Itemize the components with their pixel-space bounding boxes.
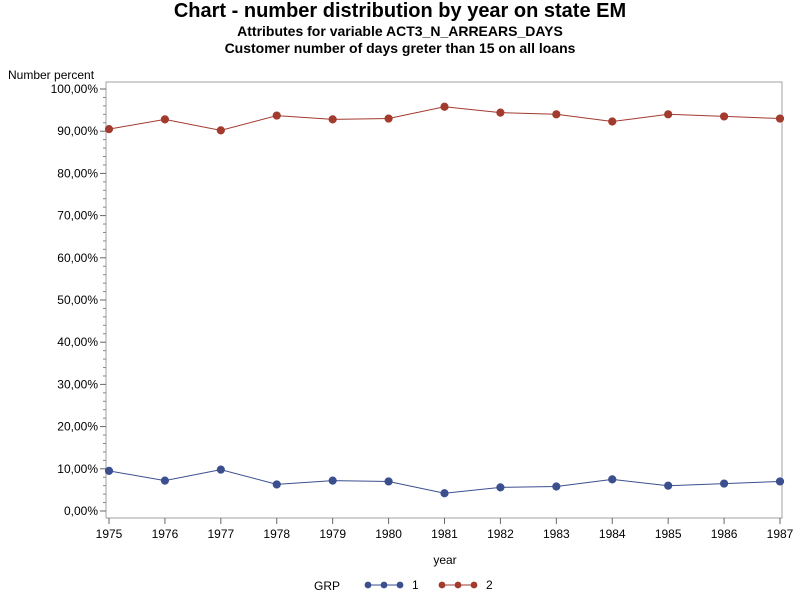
plot-area (105, 81, 783, 519)
x-tick-label: 1987 (767, 527, 794, 541)
legend-series-1-marker (380, 581, 388, 589)
series-2-point (160, 115, 170, 124)
series-1-point (608, 475, 617, 484)
x-tick-label: 1979 (319, 527, 346, 541)
y-tick-label: 60,00% (57, 251, 98, 265)
series-2-point (664, 110, 673, 119)
chart-subtitle-2: Customer number of days greter than 15 o… (224, 40, 576, 56)
legend-series-2-label: 2 (486, 578, 493, 592)
x-tick-label: 1977 (207, 527, 234, 541)
series-2-point (216, 126, 225, 135)
legend-series-2-marker (454, 581, 462, 589)
series-1-point (216, 465, 225, 474)
x-tick-label: 1986 (711, 527, 738, 541)
series-2-point (384, 114, 393, 123)
x-tick-label: 1978 (263, 527, 290, 541)
x-axis-label: year (433, 553, 456, 567)
series-2-point (719, 112, 729, 121)
y-tick-label: 80,00% (57, 166, 98, 180)
x-tick-label: 1985 (655, 527, 682, 541)
x-tick-label: 1976 (152, 527, 179, 541)
series-1-point (775, 477, 785, 486)
series-1-point (384, 477, 393, 486)
x-tick-label: 1984 (599, 527, 626, 541)
y-tick-label: 20,00% (57, 420, 98, 434)
series-layer (104, 102, 785, 498)
series-2-point (440, 102, 449, 111)
series-2-point (775, 114, 785, 123)
series-1-point (719, 479, 729, 488)
x-tick-label: 1980 (375, 527, 402, 541)
y-tick-label: 100,00% (51, 82, 99, 96)
series-1-point (440, 489, 449, 498)
x-axis: 1975 1976 1977 1978 1979 1980 1981 1982 1983 1984… (96, 518, 794, 541)
series-2-point (608, 117, 617, 126)
series-1-point (272, 480, 281, 489)
legend-series-2-marker (438, 581, 446, 589)
series-2-point (552, 110, 561, 119)
series-1-point (664, 481, 673, 490)
series-2-point (104, 124, 114, 134)
series-1-point (160, 476, 170, 485)
series-2-point (496, 108, 505, 117)
y-tick-label: 10,00% (57, 462, 98, 476)
series-1-point (552, 482, 561, 491)
legend-title: GRP (314, 579, 340, 593)
legend-series-1-label: 1 (412, 578, 419, 592)
chart-subtitle-1: Attributes for variable ACT3_N_ARREARS_D… (237, 23, 563, 39)
y-axis-label: Number percent (8, 68, 95, 82)
y-tick-label: 40,00% (57, 335, 98, 349)
legend-series-2-marker (470, 581, 478, 589)
x-tick-label: 1975 (96, 527, 123, 541)
y-tick-label: 90,00% (57, 124, 98, 138)
series-1-point (496, 483, 505, 492)
y-tick-label: 0,00% (64, 504, 98, 518)
series-2-point (328, 115, 337, 124)
y-tick-label: 50,00% (57, 293, 98, 307)
series-1-point (328, 476, 337, 485)
legend-series-1-marker (396, 581, 404, 589)
y-tick-label: 70,00% (57, 209, 98, 223)
legend-series-1-marker (364, 581, 372, 589)
series-2-point (272, 111, 281, 120)
x-tick-label: 1981 (431, 527, 458, 541)
chart-title: Chart - number distribution by year on s… (173, 0, 627, 22)
y-axis: 0,00% 10,00% 20,00% 30,00% 40,00% 50,00% 60,00… (51, 82, 106, 518)
x-tick-label: 1983 (543, 527, 570, 541)
y-tick-label: 30,00% (57, 377, 98, 391)
x-tick-label: 1982 (487, 527, 514, 541)
series-1-point (104, 466, 114, 476)
legend: GRP 1 2 (314, 578, 493, 593)
